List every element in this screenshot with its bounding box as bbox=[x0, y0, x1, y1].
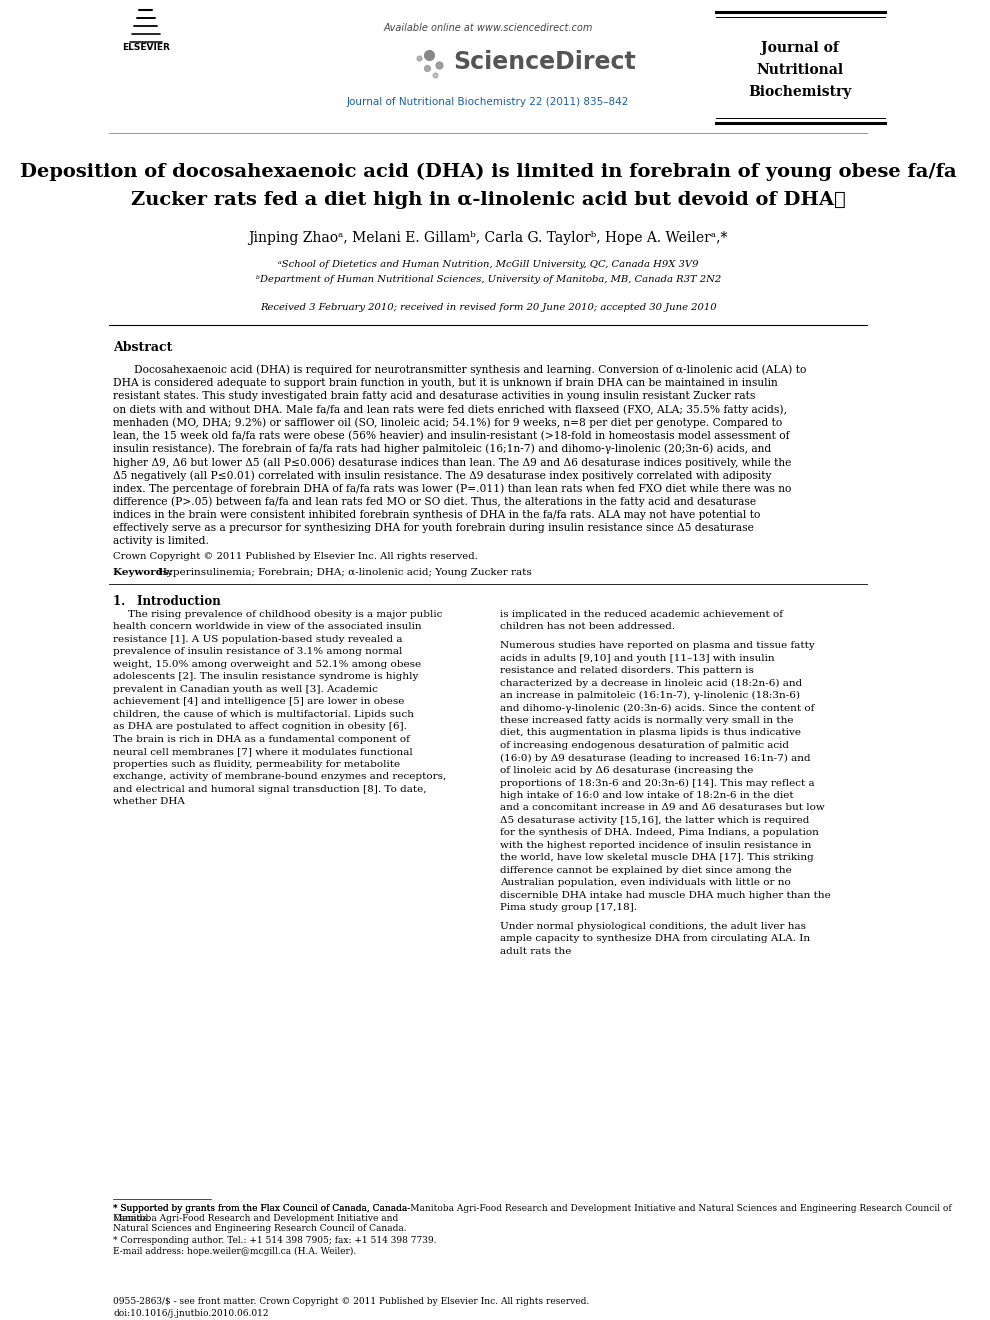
Text: with the highest reported incidence of insulin resistance in: with the highest reported incidence of i… bbox=[500, 841, 812, 850]
Text: * Supported by grants from the Flax Council of Canada, Canada-Manitoba Agri-Food: * Supported by grants from the Flax Coun… bbox=[113, 1204, 952, 1224]
Text: adolescents [2]. The insulin resistance syndrome is highly: adolescents [2]. The insulin resistance … bbox=[113, 672, 419, 681]
Text: Under normal physiological conditions, the adult liver has: Under normal physiological conditions, t… bbox=[500, 921, 806, 931]
Text: these increased fatty acids is normally very small in the: these increased fatty acids is normally … bbox=[500, 715, 794, 725]
Text: The rising prevalence of childhood obesity is a major public: The rising prevalence of childhood obesi… bbox=[128, 610, 443, 619]
Text: adult rats the: adult rats the bbox=[500, 946, 571, 956]
Text: acids in adults [9,10] and youth [11–13] with insulin: acids in adults [9,10] and youth [11–13]… bbox=[500, 653, 775, 663]
Text: Docosahexaenoic acid (DHA) is required for neurotransmitter synthesis and learni: Docosahexaenoic acid (DHA) is required f… bbox=[134, 364, 806, 375]
Text: difference cannot be explained by diet since among the: difference cannot be explained by diet s… bbox=[500, 866, 792, 875]
Text: Deposition of docosahexaenoic acid (DHA) is limited in forebrain of young obese : Deposition of docosahexaenoic acid (DHA)… bbox=[20, 162, 956, 181]
Text: Journal of: Journal of bbox=[761, 41, 840, 55]
Text: for the synthesis of DHA. Indeed, Pima Indians, a population: for the synthesis of DHA. Indeed, Pima I… bbox=[500, 829, 819, 837]
Text: properties such as fluidity, permeability for metabolite: properties such as fluidity, permeabilit… bbox=[113, 759, 400, 768]
Text: 0955-2863/$ - see front matter. Crown Copyright © 2011 Published by Elsevier Inc: 0955-2863/$ - see front matter. Crown Co… bbox=[113, 1296, 589, 1305]
Text: doi:10.1016/j.jnutbio.2010.06.012: doi:10.1016/j.jnutbio.2010.06.012 bbox=[113, 1308, 268, 1317]
Text: ᵃSchool of Dietetics and Human Nutrition, McGill University, QC, Canada H9X 3V9: ᵃSchool of Dietetics and Human Nutrition… bbox=[278, 260, 698, 269]
Text: Available online at www.sciencedirect.com: Available online at www.sciencedirect.co… bbox=[383, 22, 593, 33]
Text: Jinping Zhaoᵃ, Melani E. Gillamᵇ, Carla G. Taylorᵇ, Hope A. Weilerᵃ,*: Jinping Zhaoᵃ, Melani E. Gillamᵇ, Carla … bbox=[248, 231, 728, 244]
Text: lean, the 15 week old fa/fa rats were obese (56% heavier) and insulin-resistant : lean, the 15 week old fa/fa rats were ob… bbox=[113, 430, 790, 441]
Text: higher Δ9, Δ6 but lower Δ5 (all P≤0.006) desaturase indices than lean. The Δ9 an: higher Δ9, Δ6 but lower Δ5 (all P≤0.006)… bbox=[113, 457, 792, 467]
Text: of linoleic acid by Δ6 desaturase (increasing the: of linoleic acid by Δ6 desaturase (incre… bbox=[500, 766, 753, 775]
Text: discernible DHA intake had muscle DHA much higher than the: discernible DHA intake had muscle DHA mu… bbox=[500, 891, 831, 900]
Text: Abstract: Abstract bbox=[113, 341, 172, 354]
Text: effectively serve as a precursor for synthesizing DHA for youth forebrain during: effectively serve as a precursor for syn… bbox=[113, 523, 754, 533]
Text: difference (P>.05) between fa/fa and lean rats fed MO or SO diet. Thus, the alte: difference (P>.05) between fa/fa and lea… bbox=[113, 496, 756, 507]
Text: an increase in palmitoleic (16:1n-7), γ-linolenic (18:3n-6): an increase in palmitoleic (16:1n-7), γ-… bbox=[500, 690, 800, 700]
Text: and electrical and humoral signal transduction [8]. To date,: and electrical and humoral signal transd… bbox=[113, 784, 427, 793]
Text: neural cell membranes [7] where it modulates functional: neural cell membranes [7] where it modul… bbox=[113, 747, 413, 756]
Text: * Corresponding author. Tel.: +1 514 398 7905; fax: +1 514 398 7739.: * Corresponding author. Tel.: +1 514 398… bbox=[113, 1236, 437, 1245]
Text: is implicated in the reduced academic achievement of: is implicated in the reduced academic ac… bbox=[500, 610, 783, 619]
Text: health concern worldwide in view of the associated insulin: health concern worldwide in view of the … bbox=[113, 622, 422, 631]
Text: menhaden (MO, DHA; 9.2%) or safflower oil (SO, linoleic acid; 54.1%) for 9 weeks: menhaden (MO, DHA; 9.2%) or safflower oi… bbox=[113, 417, 782, 428]
Text: Hyperinsulinemia; Forebrain; DHA; α-linolenic acid; Young Zucker rats: Hyperinsulinemia; Forebrain; DHA; α-lino… bbox=[158, 569, 532, 577]
Text: resistance [1]. A US population-based study revealed a: resistance [1]. A US population-based st… bbox=[113, 635, 403, 644]
Text: Δ5 desaturase activity [15,16], the latter which is required: Δ5 desaturase activity [15,16], the latt… bbox=[500, 816, 810, 825]
Text: weight, 15.0% among overweight and 52.1% among obese: weight, 15.0% among overweight and 52.1%… bbox=[113, 660, 422, 669]
Text: Numerous studies have reported on plasma and tissue fatty: Numerous studies have reported on plasma… bbox=[500, 642, 815, 649]
Text: children has not been addressed.: children has not been addressed. bbox=[500, 622, 675, 631]
Text: high intake of 16:0 and low intake of 18:2n-6 in the diet: high intake of 16:0 and low intake of 18… bbox=[500, 791, 794, 800]
Text: exchange, activity of membrane-bound enzymes and receptors,: exchange, activity of membrane-bound enz… bbox=[113, 772, 446, 781]
Text: diet, this augmentation in plasma lipids is thus indicative: diet, this augmentation in plasma lipids… bbox=[500, 729, 801, 738]
Text: prevalent in Canadian youth as well [3]. Academic: prevalent in Canadian youth as well [3].… bbox=[113, 685, 378, 694]
Text: and a concomitant increase in Δ9 and Δ6 desaturases but low: and a concomitant increase in Δ9 and Δ6 … bbox=[500, 804, 825, 812]
Text: index. The percentage of forebrain DHA of fa/fa rats was lower (P=.011) than lea: index. The percentage of forebrain DHA o… bbox=[113, 483, 792, 494]
Text: Crown Copyright © 2011 Published by Elsevier Inc. All rights reserved.: Crown Copyright © 2011 Published by Else… bbox=[113, 552, 478, 561]
Text: indices in the brain were consistent inhibited forebrain synthesis of DHA in the: indices in the brain were consistent inh… bbox=[113, 510, 760, 520]
Text: of increasing endogenous desaturation of palmitic acid: of increasing endogenous desaturation of… bbox=[500, 741, 789, 750]
Text: 1. Introduction: 1. Introduction bbox=[113, 594, 221, 607]
Text: Manitoba Agri-Food Research and Development Initiative and: Manitoba Agri-Food Research and Developm… bbox=[113, 1214, 399, 1222]
Text: Australian population, even individuals with little or no: Australian population, even individuals … bbox=[500, 878, 791, 887]
Text: ample capacity to synthesize DHA from circulating ALA. In: ample capacity to synthesize DHA from ci… bbox=[500, 935, 811, 944]
Text: Nutritional: Nutritional bbox=[756, 63, 843, 77]
Text: activity is limited.: activity is limited. bbox=[113, 536, 209, 546]
Text: The brain is rich in DHA as a fundamental component of: The brain is rich in DHA as a fundamenta… bbox=[113, 735, 410, 743]
Text: prevalence of insulin resistance of 3.1% among normal: prevalence of insulin resistance of 3.1%… bbox=[113, 647, 403, 656]
Text: whether DHA: whether DHA bbox=[113, 797, 185, 807]
Text: insulin resistance). The forebrain of fa/fa rats had higher palmitoleic (16;1n-7: insulin resistance). The forebrain of fa… bbox=[113, 444, 771, 454]
Text: resistance and related disorders. This pattern is: resistance and related disorders. This p… bbox=[500, 667, 754, 675]
Text: Received 3 February 2010; received in revised form 20 June 2010; accepted 30 Jun: Received 3 February 2010; received in re… bbox=[259, 304, 717, 313]
Text: proportions of 18:3n-6 and 20:3n-6) [14]. This may reflect a: proportions of 18:3n-6 and 20:3n-6) [14]… bbox=[500, 779, 815, 788]
Text: children, the cause of which is multifactorial. Lipids such: children, the cause of which is multifac… bbox=[113, 710, 414, 718]
Text: * Supported by grants from the Flax Council of Canada, Canada-: * Supported by grants from the Flax Coun… bbox=[113, 1204, 411, 1213]
Text: and dihomo-γ-linolenic (20:3n-6) acids. Since the content of: and dihomo-γ-linolenic (20:3n-6) acids. … bbox=[500, 704, 815, 713]
Text: achievement [4] and intelligence [5] are lower in obese: achievement [4] and intelligence [5] are… bbox=[113, 697, 405, 706]
Text: Natural Sciences and Engineering Research Council of Canada.: Natural Sciences and Engineering Researc… bbox=[113, 1224, 407, 1233]
Text: ELSEVIER: ELSEVIER bbox=[122, 44, 170, 53]
Text: as DHA are postulated to affect cognition in obesity [6].: as DHA are postulated to affect cognitio… bbox=[113, 722, 407, 731]
Text: on diets with and without DHA. Male fa/fa and lean rats were fed diets enriched : on diets with and without DHA. Male fa/f… bbox=[113, 404, 787, 414]
Text: Δ5 negatively (all P≤0.01) correlated with insulin resistance. The Δ9 desaturase: Δ5 negatively (all P≤0.01) correlated wi… bbox=[113, 470, 772, 480]
Text: (16:0) by Δ9 desaturase (leading to increased 16:1n-7) and: (16:0) by Δ9 desaturase (leading to incr… bbox=[500, 754, 811, 763]
Text: characterized by a decrease in linoleic acid (18:2n-6) and: characterized by a decrease in linoleic … bbox=[500, 678, 803, 688]
Text: Journal of Nutritional Biochemistry 22 (2011) 835–842: Journal of Nutritional Biochemistry 22 (… bbox=[346, 96, 630, 107]
Text: the world, have low skeletal muscle DHA [17]. This striking: the world, have low skeletal muscle DHA … bbox=[500, 853, 814, 862]
Text: ScienceDirect: ScienceDirect bbox=[453, 50, 636, 74]
Text: Pima study group [17,18].: Pima study group [17,18]. bbox=[500, 903, 638, 912]
Text: ᵇDepartment of Human Nutritional Sciences, University of Manitoba, MB, Canada R3: ᵇDepartment of Human Nutritional Science… bbox=[255, 276, 721, 284]
Text: Keywords:: Keywords: bbox=[113, 569, 176, 577]
Text: Zucker rats fed a diet high in α-linolenic acid but devoid of DHA★: Zucker rats fed a diet high in α-linolen… bbox=[131, 191, 845, 209]
Text: resistant states. This study investigated brain fatty acid and desaturase activi: resistant states. This study investigate… bbox=[113, 391, 755, 401]
Text: E-mail address: hope.weiler@mcgill.ca (H.A. Weiler).: E-mail address: hope.weiler@mcgill.ca (H… bbox=[113, 1247, 356, 1255]
Text: Biochemistry: Biochemistry bbox=[748, 84, 852, 99]
Text: DHA is considered adequate to support brain function in youth, but it is unknown: DHA is considered adequate to support br… bbox=[113, 378, 778, 388]
